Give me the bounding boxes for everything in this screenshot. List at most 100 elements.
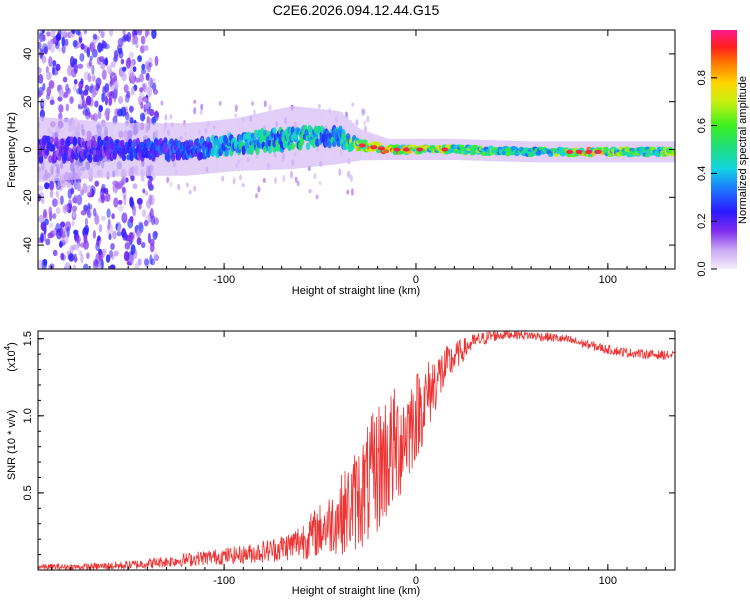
heatmap-cell <box>105 193 111 202</box>
heatmap-cell <box>268 104 272 112</box>
heatmap-cell <box>272 127 277 134</box>
heatmap-cell <box>62 76 68 83</box>
heatmap-cell <box>42 258 48 266</box>
heatmap-cell <box>58 104 64 113</box>
heatmap-cell <box>46 71 52 81</box>
heatmap-cell <box>350 188 354 196</box>
colorbar-label: Normalized spectral amplitude <box>737 76 749 224</box>
heatmap-cell <box>61 36 66 47</box>
heatmap-cell <box>164 114 168 121</box>
spectrogram-xtick-label: -100 <box>213 274 235 286</box>
heatmap-cell <box>147 232 151 244</box>
heatmap-cell <box>124 242 131 250</box>
heatmap-cell <box>241 183 245 188</box>
heatmap-cell <box>84 224 90 235</box>
heatmap-cell <box>57 47 63 53</box>
heatmap-cell <box>327 140 332 149</box>
heatmap-cell <box>346 189 350 195</box>
heatmap-cell <box>92 33 98 40</box>
heatmap-cell <box>61 254 67 262</box>
heatmap-cell <box>38 259 43 269</box>
heatmap-cell <box>40 232 44 243</box>
heatmap-cell <box>62 234 69 244</box>
heatmap-cell <box>64 261 70 269</box>
heatmap-cell <box>52 30 57 34</box>
heatmap-cell <box>148 62 153 68</box>
colorbar-tick-label: 0.8 <box>696 70 708 85</box>
spectrogram-ytick-label: 40 <box>22 48 34 60</box>
heatmap-cell <box>52 198 58 207</box>
heatmap-cell <box>129 215 134 224</box>
heatmap-cell <box>129 106 135 112</box>
heatmap-cell <box>134 262 139 269</box>
colorbar-tick-label: 0.6 <box>696 118 708 133</box>
heatmap-cell <box>139 112 146 122</box>
spectrogram-xlabel: Height of straight line (km) <box>292 285 420 297</box>
heatmap-halo <box>55 118 59 181</box>
heatmap-cell <box>357 139 364 144</box>
heatmap-cell <box>38 41 42 50</box>
spectrogram-xtick-label: 100 <box>599 274 617 286</box>
colorbar-gradient <box>711 30 737 269</box>
heatmap-cell <box>349 174 353 182</box>
heatmap-cell <box>61 43 66 54</box>
heatmap-cell <box>44 182 50 190</box>
heatmap-cell <box>38 90 42 98</box>
heatmap-cell <box>290 171 293 179</box>
heatmap-cell <box>73 83 77 92</box>
heatmap-cell <box>72 264 77 269</box>
heatmap-cell <box>83 71 90 81</box>
heatmap-cell <box>148 194 153 205</box>
heatmap-hotspot <box>585 149 593 154</box>
heatmap-cell <box>338 168 342 177</box>
heatmap-cell <box>150 258 156 266</box>
heatmap-cell <box>95 77 102 87</box>
heatmap-cell <box>88 59 92 67</box>
heatmap-cell <box>48 56 53 68</box>
heatmap-cell <box>558 146 565 152</box>
heatmap-cell <box>83 30 88 35</box>
heatmap-cell <box>86 47 91 58</box>
heatmap-cell <box>137 258 142 266</box>
heatmap-cell <box>54 39 60 50</box>
colorbar-ticks: 0.0 0.2 0.4 0.6 0.8 <box>696 70 717 277</box>
heatmap-cell <box>82 263 89 269</box>
spectrogram-ylabel: Frequency (Hz) <box>6 112 18 188</box>
spectrogram-ytick-label: 20 <box>22 96 34 108</box>
heatmap-cell <box>130 86 135 96</box>
heatmap-cell <box>144 30 148 39</box>
heatmap-cell <box>92 207 97 217</box>
heatmap-cell <box>132 183 138 190</box>
heatmap-cell <box>38 32 44 43</box>
heatmap-cell <box>116 231 123 237</box>
heatmap-cell <box>185 182 189 188</box>
heatmap-cell <box>106 224 111 230</box>
heatmap-cell <box>151 30 157 40</box>
heatmap-cell <box>169 181 173 188</box>
heatmap-cell <box>363 120 367 126</box>
heatmap-cell <box>100 62 106 70</box>
heatmap-cell <box>255 193 258 199</box>
heatmap-cell <box>188 190 192 195</box>
heatmap-cell <box>193 107 197 115</box>
heatmap-cell <box>60 221 66 228</box>
heatmap-cell <box>113 80 120 89</box>
heatmap-cell <box>140 101 144 110</box>
heatmap-cell <box>137 55 142 63</box>
heatmap-hotspot <box>393 147 401 152</box>
heatmap-halo <box>297 106 300 169</box>
heatmap-cell <box>121 186 126 194</box>
snr-scale-exponent: 4 <box>3 345 12 350</box>
heatmap-cell <box>73 79 78 85</box>
heatmap-cell <box>294 176 298 183</box>
spectrogram-xticks: -100 0 100 <box>50 30 666 286</box>
snr-yticks: 0.5 1.0 1.5 <box>22 331 675 556</box>
heatmap-cell <box>149 108 155 117</box>
heatmap-cell <box>87 72 92 83</box>
heatmap-cell <box>69 96 74 105</box>
heatmap-cell <box>48 222 54 228</box>
heatmap-cell <box>94 214 100 225</box>
spectrogram-xtick-label: 0 <box>413 274 419 286</box>
heatmap-cell <box>347 170 351 179</box>
heatmap-cell <box>92 113 99 122</box>
